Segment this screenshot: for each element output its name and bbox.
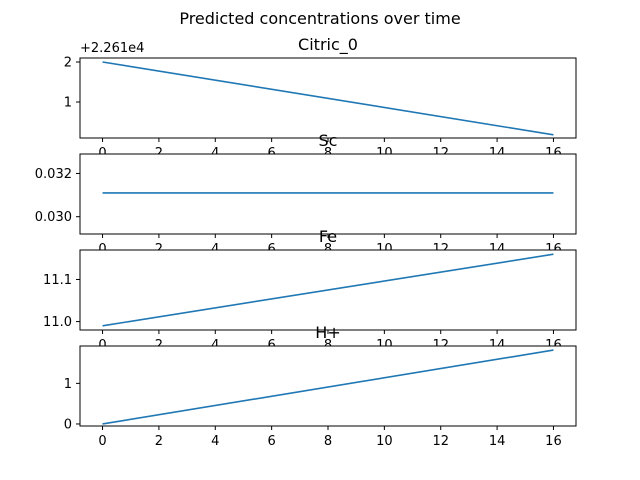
subplot-title: Fe — [319, 227, 337, 246]
axes-frame — [79, 249, 577, 331]
y-tick-label: 1 — [64, 377, 72, 392]
axes-frame — [79, 345, 577, 427]
series-line — [102, 61, 554, 136]
y-tick-label: 0 — [64, 417, 72, 432]
x-tick-label: 10 — [376, 434, 393, 449]
y-tick-label: 1 — [64, 96, 72, 111]
y-tick-label: 0.032 — [35, 167, 72, 182]
x-tick-label: 6 — [267, 434, 275, 449]
x-tick-label: 2 — [155, 434, 163, 449]
x-tick-label: 4 — [211, 434, 219, 449]
x-tick-label: 0 — [98, 434, 106, 449]
x-tick-label: 8 — [324, 434, 332, 449]
axes-frame — [79, 57, 577, 139]
subplot-4: 0 2 4 6 8 10 12 14 16 0 1 H+ — [64, 323, 577, 449]
x-tick-label: 14 — [489, 434, 506, 449]
series-line — [102, 349, 554, 425]
axes-background — [80, 154, 576, 234]
y-tick-label: 0.030 — [35, 210, 72, 225]
y-offset-label: +2.261e4 — [80, 41, 144, 56]
x-tick-label: 12 — [432, 434, 449, 449]
subplot-title: Citric_0 — [298, 35, 358, 55]
x-tick-label: 16 — [545, 434, 562, 449]
subplot-title: Sc — [319, 131, 338, 150]
y-tick-label: 2 — [64, 56, 72, 71]
series-line — [102, 253, 554, 327]
y-tick-label: 11.0 — [43, 315, 72, 330]
subplot-title: H+ — [315, 323, 340, 342]
axes-frame — [79, 153, 577, 235]
y-tick-label: 11.1 — [43, 273, 72, 288]
figure-title: Predicted concentrations over time — [179, 9, 460, 28]
